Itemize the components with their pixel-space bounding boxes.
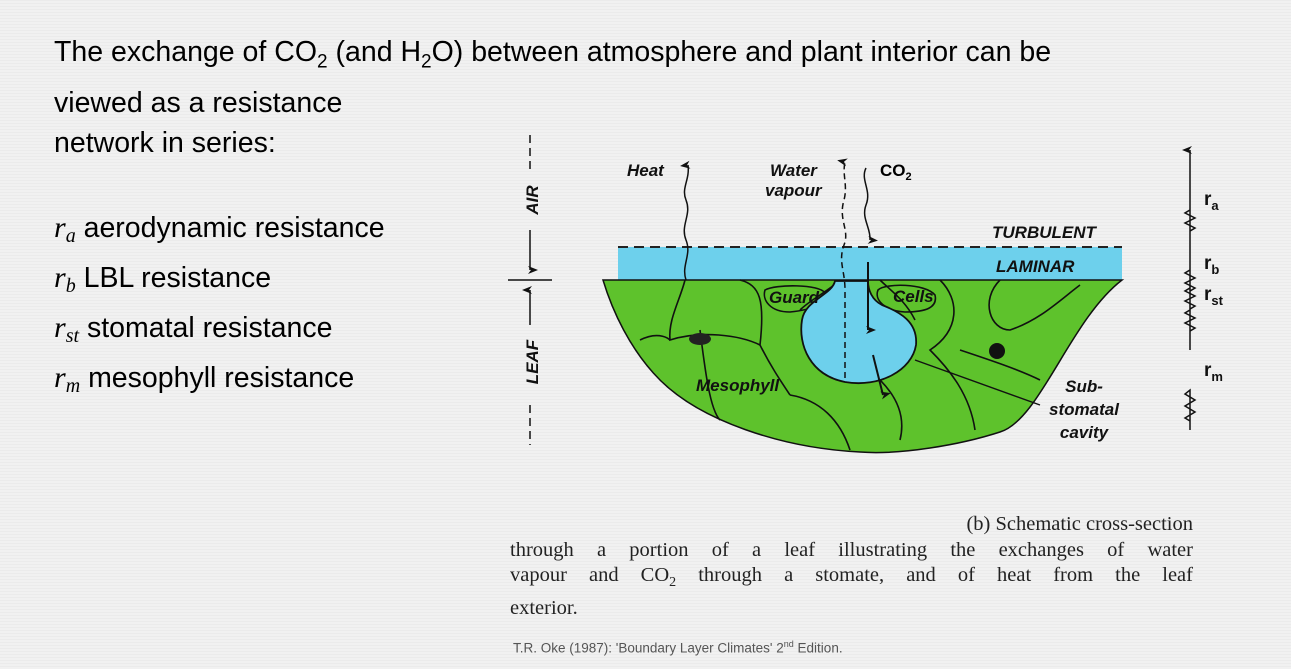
heat-arrow <box>680 160 691 281</box>
title-line-3: network in series: <box>54 126 276 159</box>
chloroplast <box>689 333 711 345</box>
resistance-symbol: rm <box>54 361 81 397</box>
co2-label: CO2 <box>880 161 912 183</box>
title-text: O) between atmosphere and plant interior… <box>431 36 1052 68</box>
cavity-pointer <box>914 359 1041 406</box>
resistance-item: rb LBL resistance <box>54 258 385 308</box>
title-line-2: viewed as a resistance <box>54 86 343 119</box>
resistance-symbol: rst <box>54 311 80 347</box>
resistance-symbol: ra <box>54 211 76 247</box>
laminar-layer <box>618 247 1122 280</box>
caption-line: through a portion of a leaf illustrating… <box>510 538 1193 561</box>
co2-arrow <box>863 167 878 244</box>
nucleus <box>989 343 1005 359</box>
guard-label: Guard <box>769 288 820 307</box>
resistance-item: rm mesophyll resistance <box>54 358 385 408</box>
air-label: AIR <box>523 185 542 216</box>
substomatal-label-2: stomatal <box>1049 400 1120 419</box>
substomatal-label-1: Sub- <box>1065 377 1103 396</box>
substomatal-cavity <box>800 280 917 384</box>
title-sub: 2 <box>317 51 328 73</box>
citation: T.R. Oke (1987): 'Boundary Layer Climate… <box>513 639 843 656</box>
resistance-symbol: rb <box>54 261 76 297</box>
title-sub: 2 <box>421 51 432 73</box>
heat-label: Heat <box>627 161 665 180</box>
leaf-label: LEAF <box>523 339 542 384</box>
rst-label: rst <box>1204 284 1224 308</box>
cell-walls <box>639 279 1081 451</box>
resistance-label: aerodynamic resistance <box>83 212 385 244</box>
water-vapour-arrow <box>837 158 848 378</box>
figure-caption: (b) Schematic cross-section through a po… <box>510 512 1193 621</box>
air-leaf-axis <box>508 135 552 445</box>
ra-label: ra <box>1204 189 1219 213</box>
rm-label: rm <box>1204 360 1223 384</box>
vapour-label: vapour <box>765 181 823 200</box>
caption-line: (b) Schematic cross-section <box>966 513 1193 535</box>
turbulent-label: TURBULENT <box>992 223 1097 242</box>
title-text: (and H <box>327 36 422 68</box>
caption-line: exterior. <box>510 596 578 619</box>
mesophyll-label: Mesophyll <box>696 376 780 395</box>
slide-title: The exchange of CO2 (and H2O) between at… <box>54 32 1254 163</box>
caption-line: vapour and CO2 through a stomate, and of… <box>510 564 1193 591</box>
co2-mesophyll-arrow <box>872 354 891 400</box>
resistance-list: ra aerodynamic resistance rb LBL resista… <box>54 208 385 408</box>
resistance-item: rst stomatal resistance <box>54 308 385 358</box>
resistor-network <box>1185 150 1195 430</box>
title-text: The exchange of CO <box>54 36 317 68</box>
water-label: Water <box>770 161 818 180</box>
substomatal-label-3: cavity <box>1060 423 1110 442</box>
resistance-label: mesophyll resistance <box>88 362 355 394</box>
resistance-item: ra aerodynamic resistance <box>54 208 385 258</box>
laminar-label: LAMINAR <box>996 257 1075 276</box>
rb-label: rb <box>1204 253 1219 277</box>
resistance-label: stomatal resistance <box>86 312 333 344</box>
resistance-label: LBL resistance <box>83 262 272 294</box>
cells-label: Cells <box>893 287 934 306</box>
